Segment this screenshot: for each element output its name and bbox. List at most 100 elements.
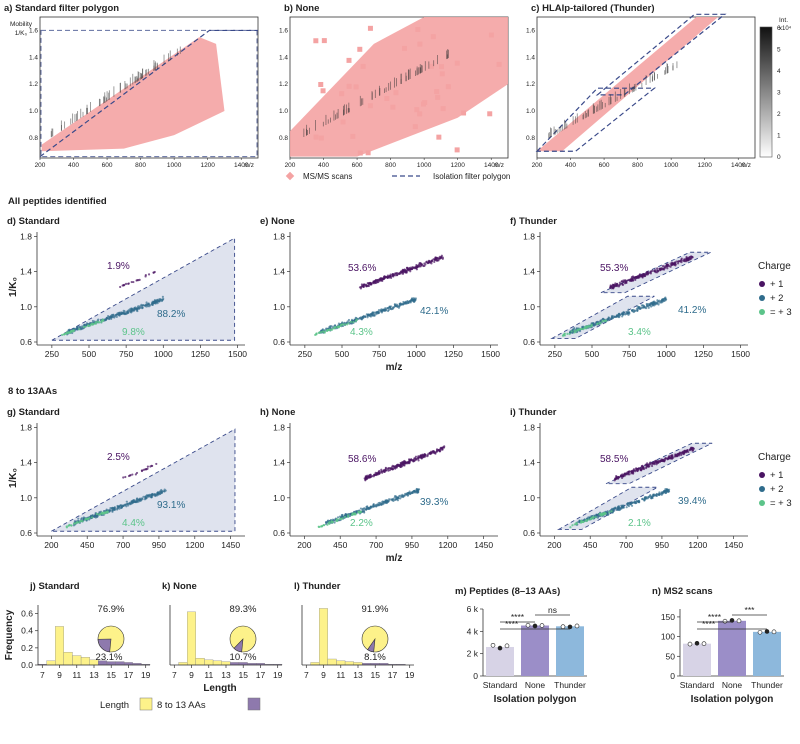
x-tick-label: 800 [385, 162, 396, 169]
pie-slice-other [367, 637, 376, 653]
point-charge2 [144, 304, 147, 307]
msms-scan [417, 111, 423, 117]
point-charge2 [93, 515, 96, 518]
panel-title: j) Standard [29, 581, 80, 592]
point-charge2 [374, 313, 377, 316]
charge3-percent: 9.8% [122, 327, 145, 338]
point-charge1 [374, 473, 377, 477]
y-axis-label: Frequency [4, 609, 15, 660]
point-charge1 [441, 256, 444, 259]
point-charge2 [156, 492, 159, 495]
point-charge2 [136, 309, 139, 313]
point-charge2 [160, 491, 164, 494]
panel-title: l) Thunder [294, 581, 341, 592]
point-charge2 [125, 505, 128, 508]
x-tick-label: 700 [116, 540, 130, 550]
point-charge3 [100, 321, 103, 324]
point-charge1 [365, 284, 368, 287]
point-charge1 [375, 279, 378, 282]
point-charge2 [398, 304, 401, 308]
pie-label: 89.3% [230, 604, 257, 615]
point-charge2 [414, 298, 417, 301]
x-axis-label: Isolation polygon [691, 694, 774, 705]
point-charge1 [671, 454, 674, 457]
point-charge2 [366, 505, 369, 508]
replicate-point [532, 623, 538, 629]
point-charge2 [362, 316, 365, 319]
point-charge2 [147, 302, 150, 305]
x-tick-label: 1000 [657, 349, 676, 359]
point-charge1 [433, 451, 437, 455]
point-charge1 [665, 264, 668, 267]
point-charge2 [382, 501, 385, 505]
point-charge1 [625, 281, 628, 284]
point-charge2 [119, 312, 122, 315]
msms-scan [344, 109, 350, 115]
x-tick-label: 600 [102, 162, 113, 169]
barchart-panel-n: n) MS2 scans 0 50 100 150 Standard None Thunder… [652, 586, 784, 705]
point-charge1 [127, 282, 130, 285]
x-tick-label: 1200 [450, 162, 465, 169]
msms-scan [435, 94, 441, 100]
y-tick-label: 1.8 [523, 422, 535, 432]
point-charge1 [390, 467, 393, 471]
y-tick-label: 1.0 [273, 493, 285, 503]
x-tick-label: 1000 [167, 162, 182, 169]
point-charge3 [340, 517, 343, 520]
significance-label: **** [702, 619, 716, 629]
point-charge3 [106, 510, 109, 513]
legend-label: = + 3 [770, 498, 792, 509]
polygon-legend-label: Isolation filter polygon [433, 172, 510, 181]
point-charge2 [364, 315, 367, 318]
length-bar [63, 651, 73, 666]
point-charge1 [686, 258, 689, 261]
point-charge2 [400, 495, 403, 499]
point-charge1 [648, 271, 651, 274]
point-charge3 [343, 323, 347, 326]
point-charge1 [136, 279, 139, 282]
y-tick-label: 1.2 [29, 81, 38, 88]
panel-title: g) Standard [7, 407, 60, 418]
point-charge1 [631, 275, 635, 278]
point-charge1 [155, 462, 158, 466]
point-charge2 [376, 503, 380, 507]
x-tick-label: 1450 [221, 540, 240, 550]
y-tick-label: 1.8 [273, 422, 285, 432]
point-charge2 [333, 521, 336, 524]
point-charge1 [642, 272, 646, 276]
histogram-panel-j: j) Standard 7 9 11 13 15 17 19 0.0 0.2 0.4 0.6 Frequ… [4, 581, 151, 680]
legend-marker-charge3 [759, 500, 765, 506]
point-charge3 [80, 519, 83, 523]
point-charge1 [683, 258, 686, 261]
msms-scan [412, 124, 418, 130]
x-tick-label: 400 [318, 162, 329, 169]
point-charge1 [122, 284, 125, 287]
point-charge1 [364, 475, 367, 478]
point-charge3 [573, 329, 576, 332]
point-charge1 [657, 269, 660, 273]
point-charge1 [663, 268, 666, 271]
colorbar-tick: 6 [777, 25, 781, 32]
x-unit: m/z [244, 162, 254, 169]
point-charge3 [328, 328, 331, 331]
point-charge1 [420, 457, 423, 460]
point-charge2 [355, 511, 358, 514]
point-charge2 [589, 515, 592, 518]
point-charge1 [127, 474, 131, 478]
point-charge2 [387, 500, 390, 503]
charge-legend: Charge + 1 + 2 = + 3 [758, 452, 792, 509]
msms-scan [436, 134, 442, 140]
length-bar [72, 655, 82, 666]
point-charge3 [96, 320, 99, 323]
msms-scan [318, 135, 324, 141]
point-charge1 [651, 464, 654, 468]
point-charge1 [380, 470, 383, 473]
point-charge2 [363, 507, 366, 510]
point-charge2 [363, 511, 366, 514]
legend-label: + 1 [770, 279, 783, 290]
charge3-percent: 4.3% [350, 327, 373, 338]
point-charge2 [647, 496, 651, 499]
point-charge2 [650, 496, 653, 499]
point-charge2 [384, 501, 388, 504]
point-charge3 [341, 323, 344, 326]
